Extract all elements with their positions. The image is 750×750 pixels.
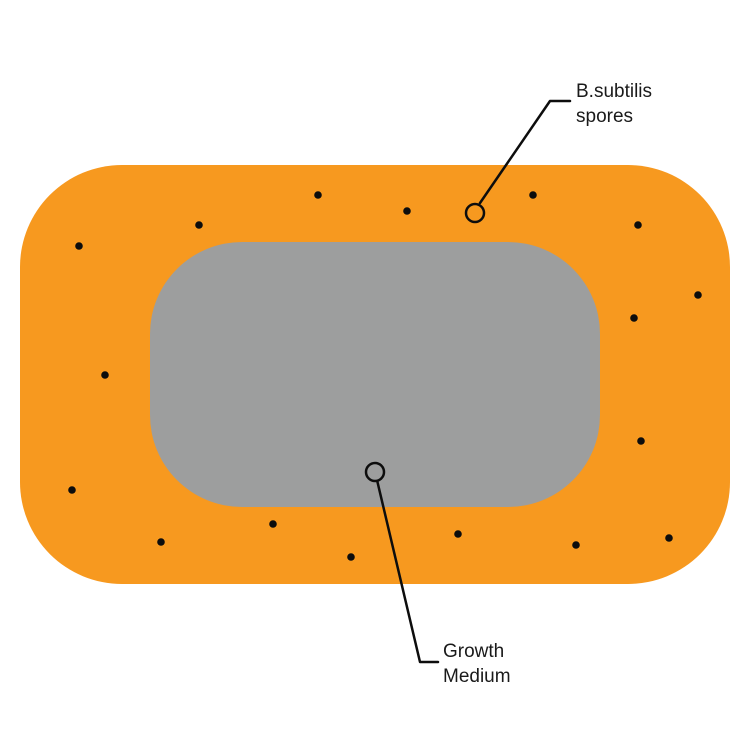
spore-dot [637, 437, 645, 445]
growth-medium-label-line1: Growth [443, 641, 505, 662]
spores-label-line2: spores [576, 106, 634, 127]
growth-medium-label: Growth Medium [443, 639, 511, 689]
spore-dot [195, 221, 203, 229]
spore-dot [75, 242, 83, 250]
spore-dot [454, 530, 462, 538]
spore-dot [634, 221, 642, 229]
spore-dot [269, 520, 277, 528]
spore-dot [694, 291, 702, 299]
spore-dots [68, 191, 702, 561]
spore-dot [665, 534, 673, 542]
spores-label: B.subtilis spores [576, 79, 652, 129]
spore-dot [572, 541, 580, 549]
spores-leader-line [478, 99, 572, 205]
growth-medium-label-line2: Medium [443, 666, 511, 687]
medium-marker-circle [364, 461, 386, 483]
spore-dot [68, 486, 76, 494]
spore-dot [101, 371, 109, 379]
spore-dot [314, 191, 322, 199]
spores-marker-circle [464, 202, 486, 224]
spores-label-line1: B.subtilis [576, 81, 653, 102]
spore-dot [157, 538, 165, 546]
spore-dot [403, 207, 411, 215]
medium-leader-line [375, 478, 440, 664]
spore-dot [630, 314, 638, 322]
spore-dot [347, 553, 355, 561]
spore-dot [529, 191, 537, 199]
growth-medium-region [150, 242, 600, 507]
